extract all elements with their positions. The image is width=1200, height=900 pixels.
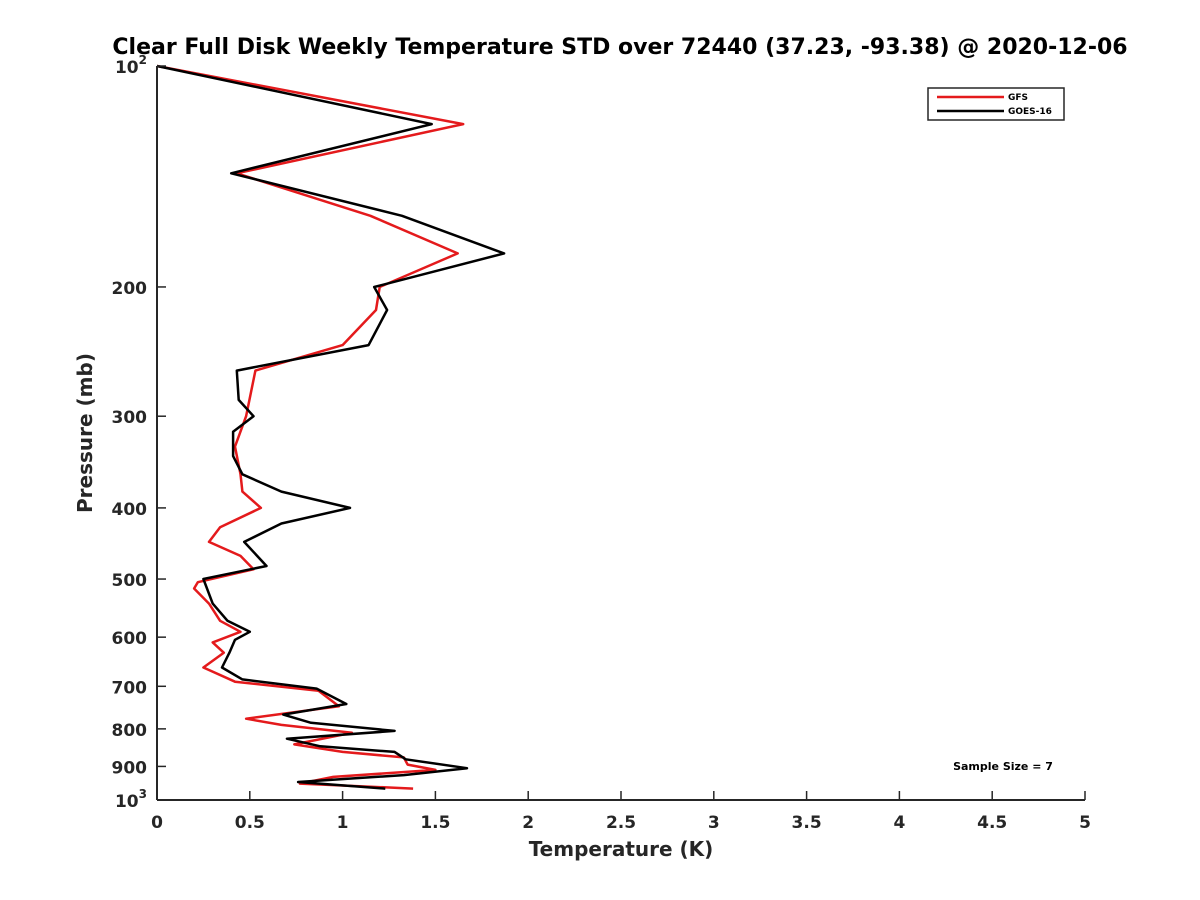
series-line-gfs <box>156 64 465 790</box>
x-tick-label: 0 <box>151 813 163 833</box>
x-tick-label: 1.5 <box>420 813 450 833</box>
y-tick-label: 500 <box>112 571 148 591</box>
x-tick-label: 5 <box>1079 813 1091 833</box>
legend-label-gfs: GFS <box>1008 93 1028 103</box>
x-tick-label: 4 <box>893 813 905 833</box>
x-tick-label: 2.5 <box>606 813 636 833</box>
legend: GFS GOES-16 <box>927 87 1065 121</box>
series-line-goes16 <box>156 64 506 790</box>
y-tick-label: 800 <box>112 721 148 741</box>
x-tick-label: 1 <box>337 813 349 833</box>
y-tick-label: 200 <box>112 279 148 299</box>
x-tick-label: 3 <box>708 813 720 833</box>
x-axis-label: Temperature (K) <box>529 837 714 861</box>
legend-label-goes16: GOES-16 <box>1008 107 1052 117</box>
chart-title: Clear Full Disk Weekly Temperature STD o… <box>112 35 1127 60</box>
sample-size-annotation: Sample Size = 7 <box>953 760 1053 773</box>
y-tick-label: 103 <box>115 787 147 812</box>
y-tick-label: 600 <box>112 629 148 649</box>
y-tick-label: 400 <box>112 500 148 520</box>
y-tick-label: 700 <box>112 678 148 698</box>
x-ticks: 0 0.5 1 1.5 2 2.5 3 3.5 4 4.5 5 <box>151 791 1091 833</box>
x-tick-label: 2 <box>522 813 534 833</box>
x-tick-label: 4.5 <box>977 813 1007 833</box>
plot-area <box>156 64 506 790</box>
x-tick-label: 3.5 <box>792 813 822 833</box>
legend-box <box>927 87 1065 121</box>
y-axis-label: Pressure (mb) <box>73 353 97 513</box>
y-tick-label: 300 <box>112 408 148 428</box>
y-tick-label: 900 <box>112 758 148 778</box>
x-tick-label: 0.5 <box>235 813 265 833</box>
